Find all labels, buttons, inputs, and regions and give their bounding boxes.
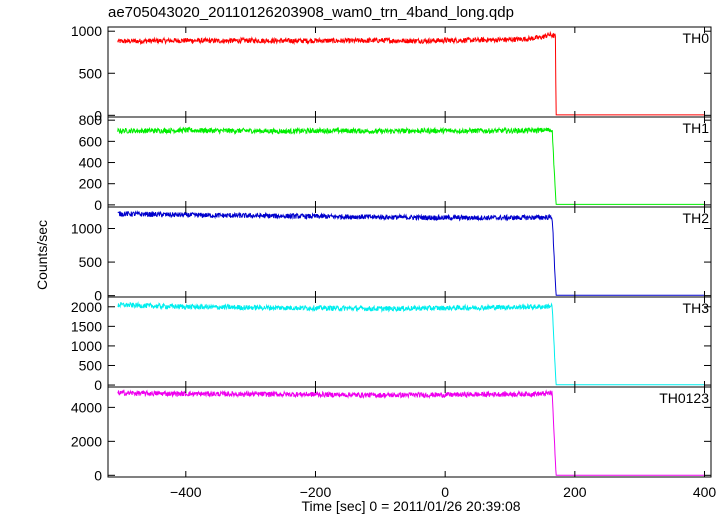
y-tick-label: 0 <box>94 467 102 483</box>
x-tick-label: 0 <box>441 484 449 500</box>
series-line-th0 <box>117 30 705 116</box>
x-tick-label: 400 <box>693 484 717 500</box>
panels-group: 0 500 1000 TH0 0 200 400 600 800 TH1 0 500 1000 TH2 0 5… <box>71 23 717 500</box>
series-line-th1 <box>117 126 705 205</box>
x-tick-label: 200 <box>563 484 587 500</box>
series-label-th0123: TH0123 <box>659 390 709 406</box>
y-tick-label: 1000 <box>71 338 102 354</box>
y-tick-label: 200 <box>79 176 103 192</box>
y-tick-label: 1000 <box>71 23 102 39</box>
chart-title: ae705043020_20110126203908_wam0_trn_4ban… <box>108 4 514 21</box>
y-tick-label: 4000 <box>71 399 102 415</box>
y-tick-label: 0 <box>94 377 102 393</box>
panel-frame-th2 <box>107 206 712 298</box>
y-tick-label: 0 <box>94 197 102 213</box>
panel-frame-th0123 <box>107 386 712 478</box>
series-line-th3 <box>117 301 705 386</box>
y-tick-label: 1000 <box>71 220 102 236</box>
x-tick-label: −400 <box>170 484 202 500</box>
y-tick-label: 400 <box>79 155 103 171</box>
y-tick-label: 500 <box>79 65 103 81</box>
series-label-th3: TH3 <box>683 300 710 316</box>
y-tick-label: 1500 <box>71 318 102 334</box>
series-label-th1: TH1 <box>683 120 710 136</box>
y-tick-label: 2000 <box>71 433 102 449</box>
y-tick-label: 600 <box>79 133 103 149</box>
series-label-th0: TH0 <box>683 30 710 46</box>
y-tick-label: 0 <box>94 288 102 304</box>
x-tick-label: −200 <box>300 484 332 500</box>
series-label-th2: TH2 <box>683 210 710 226</box>
y-tick-label: 800 <box>79 112 103 128</box>
y-tick-label: 500 <box>79 357 103 373</box>
x-axis-label: Time [sec] 0 = 2011/01/26 20:39:08 <box>301 498 520 514</box>
y-axis-label: Counts/sec <box>34 220 50 290</box>
series-line-th2 <box>117 210 705 296</box>
series-line-th0123 <box>117 389 705 476</box>
y-tick-label: 0 <box>94 107 102 123</box>
y-tick-label: 500 <box>79 254 103 270</box>
y-tick-label: 2000 <box>71 299 102 315</box>
